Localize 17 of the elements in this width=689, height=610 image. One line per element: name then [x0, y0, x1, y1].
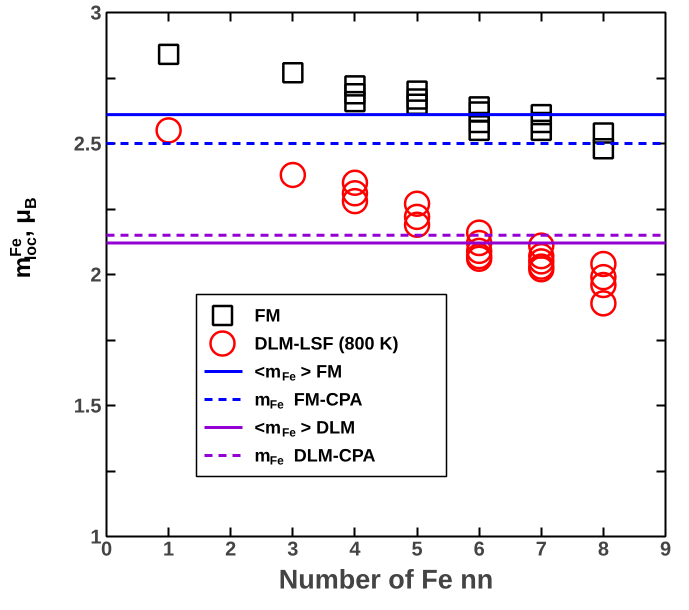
x-tick-label: 1 — [163, 538, 174, 560]
x-tick-label: 2 — [225, 538, 236, 560]
y-tick-label: 2 — [90, 264, 102, 286]
x-axis-title: Number of Fe nn — [278, 564, 494, 594]
legend-label: DLM-LSF (800 K) — [254, 334, 399, 354]
x-tick-label: 4 — [349, 538, 362, 560]
x-tick-label: 5 — [411, 538, 423, 560]
x-tick-label: 6 — [474, 538, 485, 560]
x-tick-label: 8 — [598, 538, 609, 560]
x-tick-label: 7 — [536, 538, 547, 560]
legend-label: FM — [254, 306, 280, 326]
x-tick-label: 9 — [660, 538, 672, 560]
x-tick-label: 3 — [287, 538, 298, 560]
y-tick-label: 1.5 — [74, 396, 102, 418]
y-tick-label: 3 — [90, 2, 102, 24]
x-tick-label: 0 — [100, 538, 112, 560]
y-tick-label: 2.5 — [74, 134, 102, 156]
